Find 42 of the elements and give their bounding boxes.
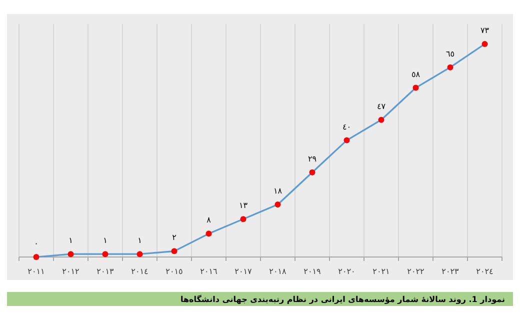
data-label: ٢٩ bbox=[308, 154, 317, 164]
data-label: ٨ bbox=[206, 216, 212, 225]
x-tick-label: ٢٠٢٢ bbox=[407, 267, 424, 276]
data-label: ٠ bbox=[34, 239, 38, 248]
x-tick-label: ٢٠١٤ bbox=[131, 267, 148, 276]
x-tick-label: ٢٠٢٤ bbox=[476, 267, 494, 276]
data-label: ٤٠ bbox=[342, 122, 352, 132]
point bbox=[378, 116, 384, 123]
point bbox=[136, 251, 143, 258]
point bbox=[447, 64, 454, 70]
x-tick-label: ٢٠١١ bbox=[28, 267, 45, 276]
x-tick-label: ٢٠١٦ bbox=[200, 267, 218, 276]
data-label: ٥٨ bbox=[411, 70, 421, 79]
data-label: ٦٥ bbox=[446, 49, 455, 58]
x-tick-label: ٢٠١٨ bbox=[269, 267, 288, 276]
data-label: ١٨ bbox=[273, 186, 283, 196]
x-tick-label: ٢٠١٥ bbox=[166, 267, 183, 276]
x-tick-label: ٢٠١٢ bbox=[62, 267, 80, 276]
point bbox=[102, 251, 108, 258]
data-label: ١ bbox=[103, 236, 108, 246]
point bbox=[274, 201, 281, 208]
point bbox=[206, 230, 212, 237]
point bbox=[482, 41, 488, 47]
data-label: ١ bbox=[138, 236, 142, 246]
data-label: ٧٣ bbox=[480, 26, 490, 35]
data-label: ١ bbox=[68, 236, 73, 246]
x-tick-label: ٢٠١٣ bbox=[96, 267, 115, 276]
point bbox=[412, 84, 419, 91]
x-tick-label: ٢٠٢١ bbox=[372, 267, 390, 276]
x-tick-label: ٢٠١٧ bbox=[234, 267, 253, 276]
x-tick-label: ٢٠٢٠ bbox=[338, 267, 356, 276]
x-tick-label: ٢٠٢٣ bbox=[442, 267, 460, 276]
point bbox=[171, 248, 178, 254]
point bbox=[68, 251, 74, 258]
point bbox=[240, 216, 246, 222]
point bbox=[344, 137, 350, 144]
x-tick-label: ٢٠١٩ bbox=[304, 267, 321, 276]
data-label: ٤٧ bbox=[376, 102, 386, 111]
data-label: ٢ bbox=[172, 233, 176, 242]
data-label: ١٣ bbox=[238, 201, 248, 210]
point bbox=[309, 169, 316, 176]
point bbox=[33, 254, 40, 260]
